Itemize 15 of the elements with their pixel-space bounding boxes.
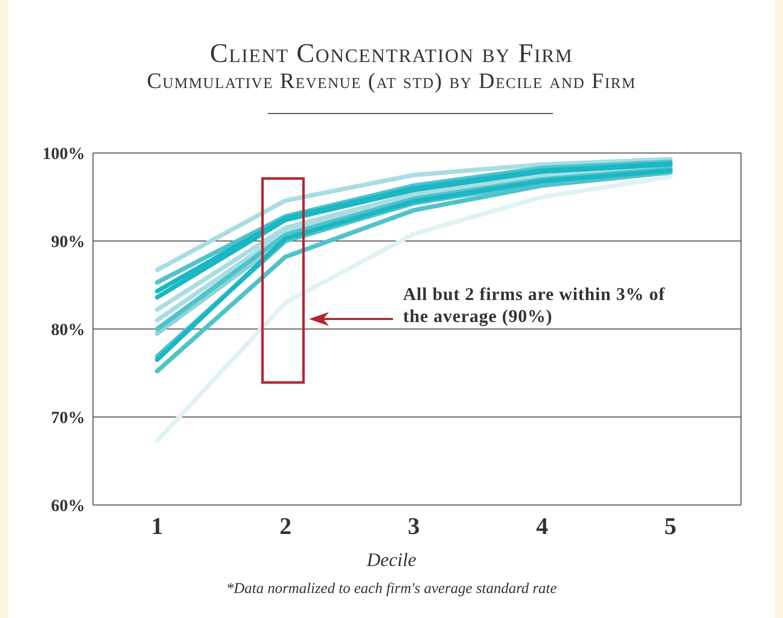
x-tick-label: 4 bbox=[536, 514, 548, 540]
x-axis-title: Decile bbox=[366, 550, 418, 572]
chart-subtitle: Cummulative Revenue (at std) by Decile and Firm bbox=[146, 68, 638, 94]
y-tick-label: 90% bbox=[51, 232, 85, 252]
chart-title: Client Concentration by Firm bbox=[208, 38, 574, 69]
y-tick-label: 80% bbox=[51, 320, 85, 340]
x-tick-label: 2 bbox=[279, 514, 292, 540]
text: *Data normalized to each firm's average standard rate bbox=[225, 581, 558, 598]
y-tick-label: 60% bbox=[51, 496, 85, 516]
annotation: All but 2 firms are within 3% of the average (90%) bbox=[403, 283, 666, 327]
y-tick-label: 70% bbox=[51, 408, 85, 428]
x-tick-label: 5 bbox=[664, 514, 676, 540]
y-tick-label: 100% bbox=[42, 144, 85, 164]
x-tick-label: 3 bbox=[408, 514, 420, 540]
x-tick-label: 1 bbox=[151, 514, 164, 540]
